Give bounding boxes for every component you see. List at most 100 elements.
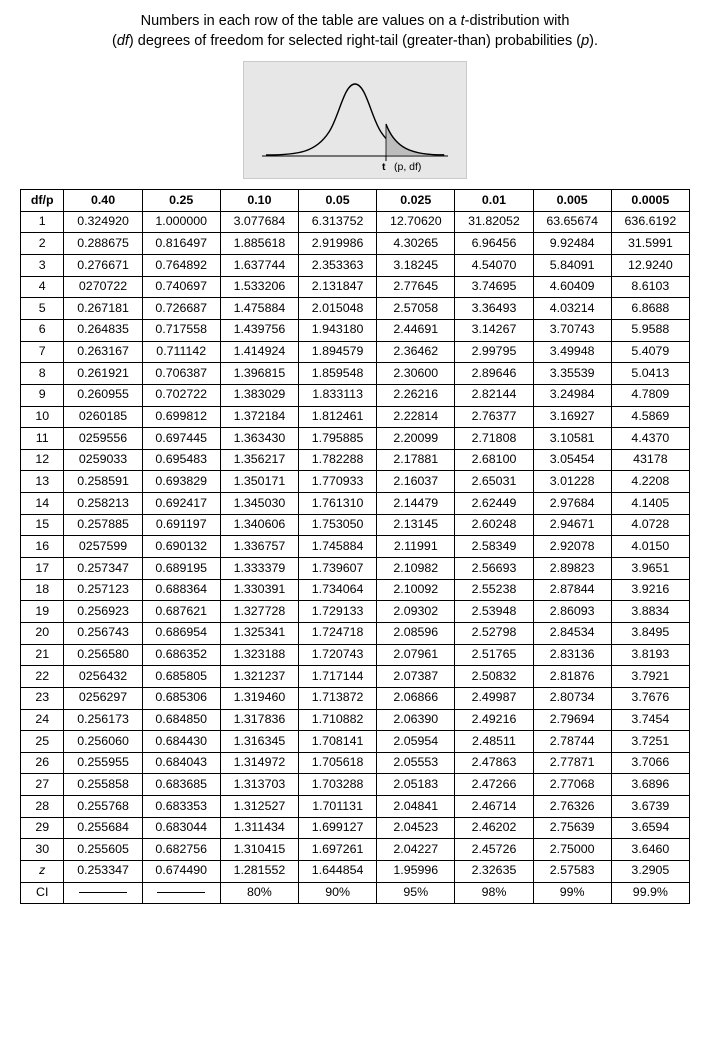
- table-cell: 2.14479: [377, 493, 455, 515]
- table-cell: 8.6103: [611, 276, 689, 298]
- table-cell: 3.9216: [611, 579, 689, 601]
- row-header: 20: [21, 622, 64, 644]
- p-header: 0.25: [142, 190, 220, 212]
- table-cell: 3.7921: [611, 666, 689, 688]
- table-cell: 1.325341: [220, 622, 298, 644]
- table-cell: 2.76377: [455, 406, 533, 428]
- table-cell: 6.8688: [611, 298, 689, 320]
- table-body: 10.3249201.0000003.0776846.31375212.7062…: [21, 211, 690, 904]
- table-cell: 5.84091: [533, 255, 611, 277]
- table-cell: 1.885618: [220, 233, 298, 255]
- table-cell: 1.350171: [220, 471, 298, 493]
- table-cell: 4.5869: [611, 406, 689, 428]
- table-cell: 2.68100: [455, 449, 533, 471]
- table-cell: 31.82052: [455, 211, 533, 233]
- table-cell: 0.717558: [142, 319, 220, 341]
- table-cell: 1.327728: [220, 601, 298, 623]
- table-row: 70.2631670.7111421.4149241.8945792.36462…: [21, 341, 690, 363]
- table-cell: 1.724718: [299, 622, 377, 644]
- fig-label-pdf: (p, df): [394, 161, 421, 173]
- table-cell: 4.03214: [533, 298, 611, 320]
- table-cell: 0.261921: [64, 363, 142, 385]
- table-cell: 1.330391: [220, 579, 298, 601]
- table-cell: 0.687621: [142, 601, 220, 623]
- table-cell: 12.70620: [377, 211, 455, 233]
- table-cell: 1.697261: [299, 839, 377, 861]
- table-cell: 1.705618: [299, 752, 377, 774]
- table-cell: 4.4370: [611, 428, 689, 450]
- table-cell: 2.57058: [377, 298, 455, 320]
- row-header: 30: [21, 839, 64, 861]
- table-cell: 3.2905: [611, 860, 689, 882]
- table-cell: 3.8193: [611, 644, 689, 666]
- table-cell: 1.372184: [220, 406, 298, 428]
- row-header: 18: [21, 579, 64, 601]
- table-cell: 2.353363: [299, 255, 377, 277]
- table-cell: 1.439756: [220, 319, 298, 341]
- table-cell: 0.683044: [142, 817, 220, 839]
- table-cell: 0.764892: [142, 255, 220, 277]
- row-header: 10: [21, 406, 64, 428]
- table-cell: 3.7251: [611, 731, 689, 753]
- table-cell: 1.95996: [377, 860, 455, 882]
- table-cell: 2.04227: [377, 839, 455, 861]
- table-row: 2302562970.6853061.3194601.7138722.06866…: [21, 687, 690, 709]
- table-cell: 3.9651: [611, 558, 689, 580]
- table-cell: 3.18245: [377, 255, 455, 277]
- row-header: CI: [21, 882, 64, 904]
- table-cell: 0.693829: [142, 471, 220, 493]
- table-cell: 2.11991: [377, 536, 455, 558]
- table-cell: 0.257347: [64, 558, 142, 580]
- table-cell: 2.05183: [377, 774, 455, 796]
- table-cell: 2.99795: [455, 341, 533, 363]
- table-cell: 1.717144: [299, 666, 377, 688]
- table-cell: 2.82144: [455, 384, 533, 406]
- table-cell: 1.710882: [299, 709, 377, 731]
- table-cell: 2.09302: [377, 601, 455, 623]
- table-cell: [142, 882, 220, 904]
- table-cell: 3.35539: [533, 363, 611, 385]
- row-header: 9: [21, 384, 64, 406]
- table-cell: 0.255684: [64, 817, 142, 839]
- table-row: 50.2671810.7266871.4758842.0150482.57058…: [21, 298, 690, 320]
- table-cell: 2.32635: [455, 860, 533, 882]
- table-cell: 0.685805: [142, 666, 220, 688]
- table-cell: 0.674490: [142, 860, 220, 882]
- table-cell: 3.8495: [611, 622, 689, 644]
- table-cell: 0.257885: [64, 514, 142, 536]
- table-cell: 2.87844: [533, 579, 611, 601]
- table-cell: 2.06866: [377, 687, 455, 709]
- table-cell: 1.701131: [299, 796, 377, 818]
- table-cell: 4.2208: [611, 471, 689, 493]
- table-cell: 2.76326: [533, 796, 611, 818]
- table-row: CI80%90%95%98%99%99.9%: [21, 882, 690, 904]
- table-row: 270.2558580.6836851.3137031.7032882.0518…: [21, 774, 690, 796]
- row-header: 3: [21, 255, 64, 277]
- table-cell: 2.919986: [299, 233, 377, 255]
- header-row: df/p 0.40 0.25 0.10 0.05 0.025 0.01 0.00…: [21, 190, 690, 212]
- table-cell: 0259556: [64, 428, 142, 450]
- table-cell: 0.697445: [142, 428, 220, 450]
- table-cell: 0256432: [64, 666, 142, 688]
- table-cell: 2.49216: [455, 709, 533, 731]
- table-row: 1102595560.6974451.3634301.7958852.20099…: [21, 428, 690, 450]
- corner-header: df/p: [21, 190, 64, 212]
- table-cell: 0.255768: [64, 796, 142, 818]
- table-cell: 2.94671: [533, 514, 611, 536]
- table-cell: 2.04523: [377, 817, 455, 839]
- table-cell: 2.79694: [533, 709, 611, 731]
- table-cell: 4.30265: [377, 233, 455, 255]
- table-cell: 1.000000: [142, 211, 220, 233]
- table-cell: 2.58349: [455, 536, 533, 558]
- table-cell: 0.740697: [142, 276, 220, 298]
- table-cell: 0.692417: [142, 493, 220, 515]
- table-cell: 6.313752: [299, 211, 377, 233]
- table-cell: 2.75000: [533, 839, 611, 861]
- p-header: 0.10: [220, 190, 298, 212]
- table-row: 10.3249201.0000003.0776846.31375212.7062…: [21, 211, 690, 233]
- table-row: 200.2567430.6869541.3253411.7247182.0859…: [21, 622, 690, 644]
- table-row: 250.2560600.6844301.3163451.7081412.0595…: [21, 731, 690, 753]
- table-cell: 636.6192: [611, 211, 689, 233]
- table-cell: 2.71808: [455, 428, 533, 450]
- table-cell: 0.267181: [64, 298, 142, 320]
